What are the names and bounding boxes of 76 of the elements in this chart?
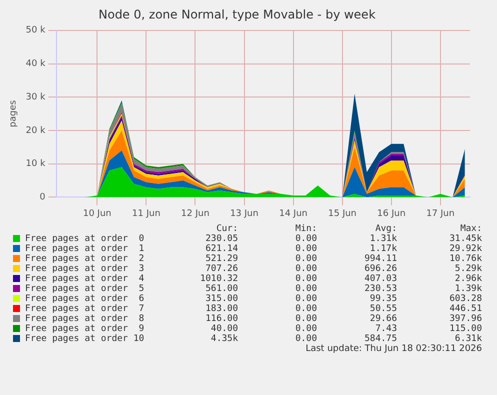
text: 50.55 bbox=[370, 304, 397, 314]
text: Max: bbox=[460, 224, 482, 234]
x-tick-label: 10 Jun bbox=[82, 208, 112, 219]
chart-title: Node 0, zone Normal, type Movable - by week bbox=[98, 7, 376, 22]
legend-label: Free pages at order 2 bbox=[25, 254, 144, 264]
text: 1.31k bbox=[370, 234, 397, 244]
legend-label: Free pages at order 3 bbox=[25, 264, 144, 274]
text: 696.26 bbox=[364, 264, 397, 274]
text: 603.28 bbox=[449, 294, 482, 304]
text: 0.00 bbox=[295, 294, 317, 304]
legend-label: Free pages at order 5 bbox=[25, 284, 144, 294]
text: 40.00 bbox=[210, 324, 238, 334]
legend-label: Free pages at order 8 bbox=[25, 314, 144, 324]
legend-label: Free pages at order 9 bbox=[25, 324, 144, 334]
text: 994.11 bbox=[364, 254, 397, 264]
text: 584.75 bbox=[364, 334, 397, 344]
text: 446.51 bbox=[449, 304, 482, 314]
text: 707.26 bbox=[205, 264, 238, 274]
legend-label: Free pages at order 6 bbox=[25, 294, 144, 304]
text: Cur: bbox=[216, 224, 238, 234]
text: 561.00 bbox=[205, 284, 238, 294]
text: 1010.32 bbox=[200, 274, 238, 284]
text: 0.00 bbox=[295, 284, 317, 294]
legend-label: Free pages at order 7 bbox=[25, 304, 144, 314]
text: 2.96k bbox=[454, 274, 482, 284]
text: Min: bbox=[295, 224, 317, 234]
x-tick-label: 16 Jun bbox=[377, 208, 406, 219]
text: 29.66 bbox=[370, 314, 397, 324]
text: 7.43 bbox=[375, 324, 397, 334]
y-tick-label: 40 k bbox=[26, 59, 46, 70]
text: 116.00 bbox=[205, 314, 238, 324]
text: 0.00 bbox=[295, 324, 317, 334]
x-tick-label: 14 Jun bbox=[279, 208, 308, 219]
text: 0.00 bbox=[295, 334, 317, 344]
text: 4.35k bbox=[210, 334, 238, 344]
text: 0.00 bbox=[295, 244, 317, 254]
text: 1.39k bbox=[454, 284, 482, 294]
legend-label: Free pages at order 10 bbox=[25, 334, 144, 344]
text: 621.14 bbox=[205, 244, 238, 254]
x-tick-label: 12 Jun bbox=[181, 208, 210, 219]
text: 29.92k bbox=[449, 244, 482, 254]
text: 0.00 bbox=[295, 254, 317, 264]
text: 10.76k bbox=[449, 254, 482, 264]
x-tick-label: 11 Jun bbox=[132, 208, 160, 219]
text: 183.00 bbox=[205, 304, 238, 314]
text: 0.00 bbox=[295, 304, 317, 314]
text: 5.29k bbox=[454, 264, 482, 274]
text: 115.00 bbox=[449, 324, 482, 334]
y-tick-label: 20 k bbox=[26, 126, 46, 136]
y-tick-label: 30 k bbox=[26, 92, 46, 102]
text: 230.53 bbox=[364, 284, 397, 294]
text: 99.35 bbox=[370, 294, 397, 304]
x-tick-label: 13 Jun bbox=[230, 208, 258, 219]
legend-label: Free pages at order 4 bbox=[25, 274, 144, 284]
y-axis-title: pages bbox=[8, 100, 19, 128]
text: 315.00 bbox=[205, 294, 238, 304]
x-tick-label: 15 Jun bbox=[328, 208, 357, 219]
text: Avg: bbox=[375, 224, 397, 234]
legend-label: Free pages at order 1 bbox=[25, 244, 144, 254]
text: 230.05 bbox=[205, 234, 238, 244]
text: 6.31k bbox=[454, 334, 482, 344]
text: 0.00 bbox=[295, 234, 317, 244]
text: 0.00 bbox=[295, 274, 317, 284]
text: Last update: Thu Jun 18 02:30:11 2026 bbox=[304, 344, 483, 354]
y-tick-label: 0 bbox=[40, 192, 46, 203]
text: 521.29 bbox=[205, 254, 238, 264]
text: 407.03 bbox=[364, 274, 397, 284]
text: 0.00 bbox=[295, 264, 317, 274]
text: 0.00 bbox=[295, 314, 317, 324]
text: 31.45k bbox=[449, 234, 482, 244]
x-tick-label: 17 Jun bbox=[426, 208, 455, 219]
text: 397.96 bbox=[449, 314, 482, 324]
text: 1.17k bbox=[370, 244, 397, 254]
y-tick-label: 50 k bbox=[26, 26, 46, 36]
legend-label: Free pages at order 0 bbox=[25, 234, 144, 244]
y-tick-label: 10 k bbox=[26, 159, 46, 170]
